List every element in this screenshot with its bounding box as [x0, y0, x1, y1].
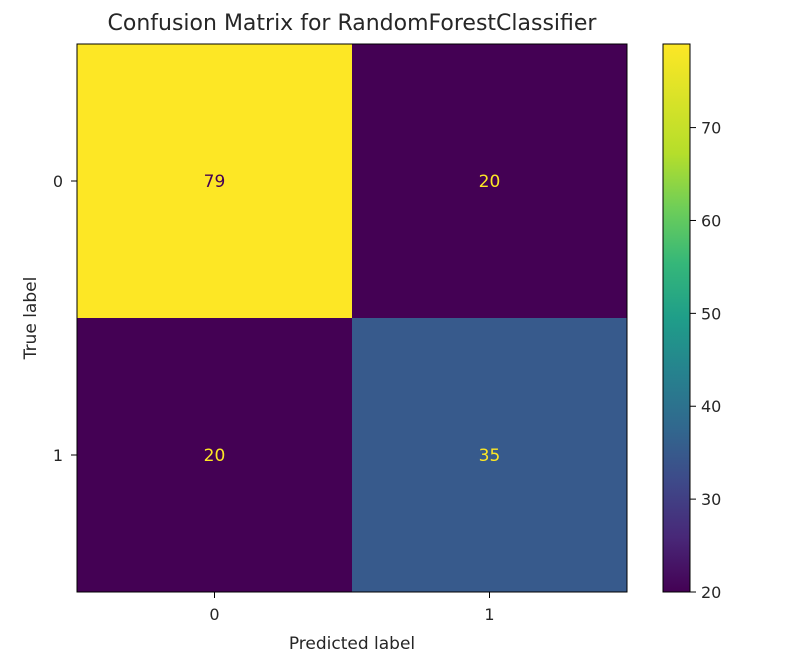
heatmap-cell-1-1 [352, 318, 627, 592]
cell-value-1-1: 35 [479, 446, 501, 466]
colorbar [662, 43, 691, 593]
cell-value-0-1: 20 [479, 172, 501, 192]
y-axis-ticks: 01 [53, 172, 77, 465]
x-tick-label-1: 1 [484, 605, 494, 624]
colorbar-ticks: 20 30 40 50 60 70 [690, 119, 721, 602]
x-axis-label: Predicted label [289, 634, 415, 654]
heatmap-cell-0-0 [77, 44, 352, 318]
colorbar-tick-label-3: 50 [701, 304, 721, 323]
colorbar-tick-label-4: 60 [701, 211, 721, 230]
y-tick-label-0: 0 [53, 172, 63, 191]
cell-value-labels: 79 20 20 35 [204, 172, 501, 466]
colorbar-tick-label-1: 30 [701, 490, 721, 509]
colorbar-tick-label-2: 40 [701, 397, 721, 416]
colorbar-tick-label-0: 20 [701, 583, 721, 602]
chart-title: Confusion Matrix for RandomForestClassif… [108, 11, 598, 36]
y-tick-label-1: 1 [53, 446, 63, 465]
colorbar-tick-label-5: 70 [701, 119, 721, 138]
cell-value-1-0: 20 [204, 446, 226, 466]
y-axis-label: True label [21, 277, 41, 361]
matrix-frame [76, 43, 628, 593]
heatmap-cell-1-0 [77, 318, 352, 592]
heatmap-cell-0-1 [352, 44, 627, 318]
x-tick-label-0: 0 [209, 605, 219, 624]
heatmap-cells [77, 44, 627, 592]
cell-value-0-0: 79 [204, 172, 226, 192]
